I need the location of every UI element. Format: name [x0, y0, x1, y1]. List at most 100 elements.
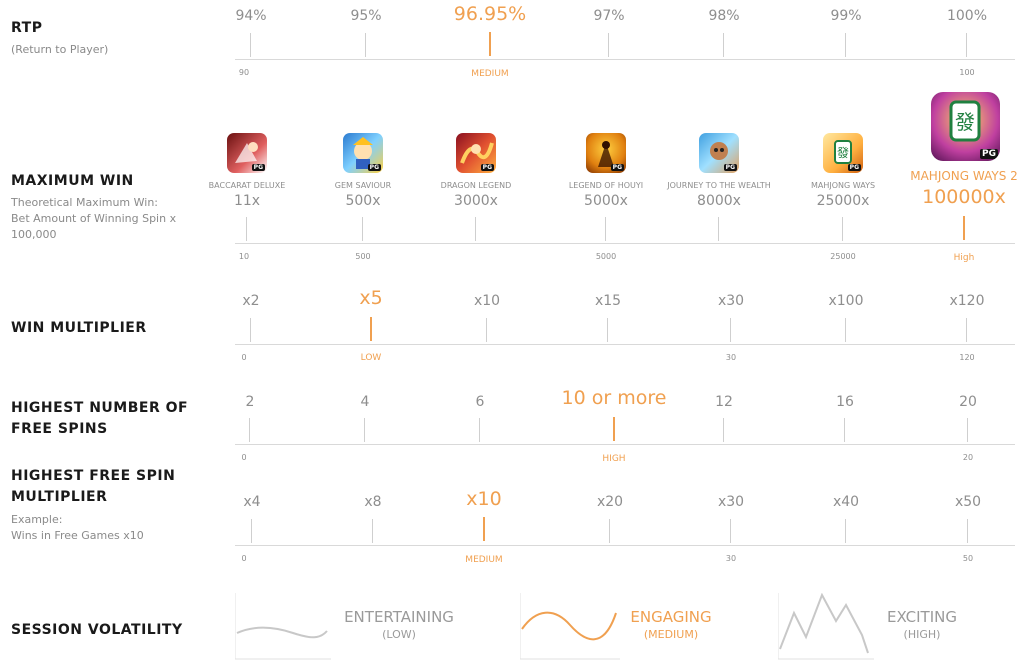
svg-text:發: 發 [955, 110, 975, 134]
max-win-value: 11x [233, 193, 261, 209]
pg-badge: PG [610, 164, 624, 171]
fs-multiplier-label: MULTIPLIER [11, 489, 108, 505]
fs-mult-tick [609, 519, 610, 543]
volatility-low-sub: (LOW) [382, 628, 416, 641]
rtp-tick [250, 33, 251, 57]
max-win-scale: 25000 [830, 252, 856, 261]
rtp-desc: (Return to Player) [11, 43, 109, 56]
rtp-value: 99% [830, 8, 862, 24]
max-win-tick [718, 217, 719, 241]
free-spins-tick-highlight [613, 417, 615, 441]
pg-badge: PG [723, 164, 737, 171]
fs-mult-tick [372, 519, 373, 543]
pg-badge: PG [480, 164, 494, 171]
free-spins-scale: 0 [241, 453, 247, 462]
win-mult-tick [730, 318, 731, 342]
rtp-tick [845, 33, 846, 57]
free-spins-tick [967, 418, 968, 442]
max-win-scale: 500 [355, 252, 371, 261]
pg-badge: PG [367, 164, 381, 171]
mahjong-ways-icon: 發 PG [823, 133, 863, 173]
rtp-baseline [235, 59, 1015, 60]
win-mult-tick [845, 318, 846, 342]
win-mult-tick [607, 318, 608, 342]
max-win-scale: 5000 [595, 252, 617, 261]
fs-multiplier-label: HIGHEST FREE SPIN [11, 468, 176, 484]
volatility-medium-graph [519, 593, 620, 661]
rtp-value: 97% [593, 8, 625, 24]
volatility-medium-sub: (MEDIUM) [643, 628, 699, 641]
game-name: BACCARAT DELUXE [208, 181, 286, 190]
free-spins-value: 20 [959, 394, 977, 410]
legend-of-houyi-icon: PG [586, 133, 626, 173]
win-mult-tick [250, 318, 251, 342]
max-win-baseline [235, 243, 1015, 244]
win-mult-value-highlight: x5 [359, 287, 383, 309]
fs-mult-level: MEDIUM [465, 555, 503, 565]
win-mult-value: x10 [473, 293, 501, 309]
max-win-tick-highlight [963, 216, 965, 240]
max-win-scale: 10 [238, 252, 250, 261]
free-spins-value-highlight: 10 or more [561, 387, 667, 409]
max-win-value: 25000x [816, 193, 870, 209]
volatility-low-graph [234, 593, 331, 661]
max-win-level: High [953, 253, 975, 263]
fs-mult-tick [845, 519, 846, 543]
max-win-value-highlight: 100000x [922, 186, 1006, 208]
rtp-tick [723, 33, 724, 57]
rtp-value: 100% [946, 8, 988, 24]
free-spins-tick [844, 418, 845, 442]
win-multiplier-label: WIN MULTIPLIER [11, 320, 147, 336]
max-win-desc: Theoretical Maximum Win: [11, 196, 159, 209]
max-win-tick [246, 217, 247, 241]
free-spins-value: 2 [245, 394, 255, 410]
rtp-value: 95% [350, 8, 382, 24]
svg-text:發: 發 [837, 145, 849, 160]
rtp-value: 94% [235, 8, 267, 24]
volatility-high-name: EXCITING [887, 608, 957, 626]
gem-saviour-icon: PG [343, 133, 383, 173]
rtp-tick [608, 33, 609, 57]
rtp-scale-max: 100 [959, 68, 975, 77]
game-name: MAHJONG WAYS [810, 181, 876, 190]
rtp-scale-min: 90 [238, 68, 250, 77]
fs-mult-value-highlight: x10 [466, 488, 502, 510]
fs-mult-value: x8 [364, 494, 382, 510]
win-mult-scale: 120 [959, 353, 975, 362]
max-win-tick [605, 217, 606, 241]
volatility-low-name: ENTERTAINING [344, 608, 454, 626]
win-mult-baseline [235, 344, 1015, 345]
win-mult-value: x2 [242, 293, 260, 309]
rtp-value-highlight: 96.95% [453, 3, 527, 25]
win-mult-tick [486, 318, 487, 342]
win-mult-value: x30 [717, 293, 745, 309]
pg-badge: PG [251, 164, 265, 171]
fs-mult-tick-highlight [483, 517, 485, 541]
max-win-value: 500x [345, 193, 381, 209]
game-name: LEGEND OF HOUYI [568, 181, 644, 190]
mahjong-ways-2-icon: 發 PG [931, 92, 1000, 161]
fs-mult-scale: 50 [962, 554, 974, 563]
pg-badge: PG [980, 149, 998, 159]
pg-badge: PG [847, 164, 861, 171]
fs-mult-value: x30 [717, 494, 745, 510]
win-mult-tick [966, 318, 967, 342]
max-win-desc: Bet Amount of Winning Spin x [11, 212, 177, 225]
win-mult-value: x15 [594, 293, 622, 309]
rtp-tick [365, 33, 366, 57]
win-mult-tick-highlight [370, 317, 372, 341]
fs-mult-tick [967, 519, 968, 543]
free-spins-level: HIGH [602, 454, 626, 464]
max-win-value: 5000x [584, 193, 628, 209]
session-volatility-label: SESSION VOLATILITY [11, 622, 183, 638]
free-spins-label: HIGHEST NUMBER OF [11, 400, 189, 416]
win-mult-value: x100 [828, 293, 864, 309]
rtp-tick [966, 33, 967, 57]
fs-mult-value: x4 [243, 494, 261, 510]
free-spins-value: 16 [836, 394, 854, 410]
free-spins-tick [723, 418, 724, 442]
win-mult-value: x120 [949, 293, 985, 309]
fs-mult-value: x50 [954, 494, 982, 510]
free-spins-tick [249, 418, 250, 442]
fs-mult-value: x40 [832, 494, 860, 510]
